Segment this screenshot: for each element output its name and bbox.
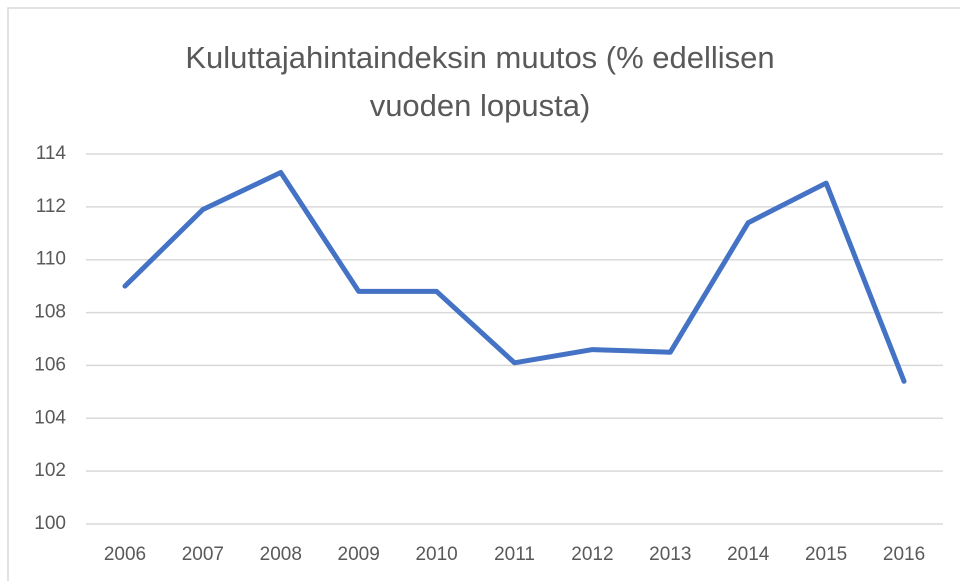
y-tick-label: 102 bbox=[34, 460, 66, 481]
x-tick-label: 2012 bbox=[571, 544, 613, 565]
y-tick-label: 114 bbox=[36, 143, 67, 164]
y-tick-label: 112 bbox=[36, 196, 66, 217]
x-tick-label: 2011 bbox=[494, 544, 535, 565]
x-tick-label: 2010 bbox=[415, 544, 457, 565]
y-tick-label: 110 bbox=[36, 249, 66, 270]
y-tick-label: 100 bbox=[34, 513, 66, 534]
x-tick-label: 2006 bbox=[104, 544, 146, 565]
x-tick-label: 2007 bbox=[182, 544, 224, 565]
x-tick-label: 2014 bbox=[727, 544, 770, 565]
y-tick-label: 106 bbox=[34, 354, 66, 375]
chart-title: Kuluttajahintaindeksin muutos (% edellis… bbox=[185, 40, 775, 123]
y-tick-label: 104 bbox=[34, 407, 66, 428]
y-tick-label: 108 bbox=[34, 302, 66, 323]
chart-border bbox=[7, 7, 960, 581]
x-tick-label: 2016 bbox=[883, 544, 925, 565]
x-tick-label: 2009 bbox=[338, 544, 380, 565]
x-tick-label: 2008 bbox=[260, 544, 302, 565]
x-tick-label: 2013 bbox=[649, 544, 691, 565]
data-line bbox=[122, 170, 907, 384]
x-tick-label: 2015 bbox=[805, 544, 847, 565]
